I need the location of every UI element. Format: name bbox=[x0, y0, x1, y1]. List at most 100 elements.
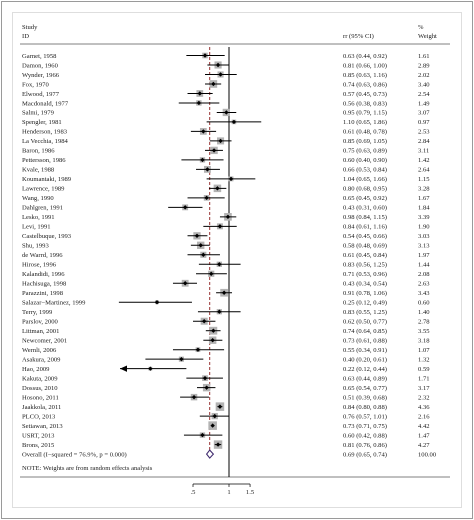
effect-value: 0.54 (0.45, 0.66) bbox=[343, 233, 387, 240]
point-estimate bbox=[217, 404, 223, 409]
point-estimate bbox=[182, 205, 188, 210]
study-label: Elwood, 1977 bbox=[22, 91, 60, 98]
study-row: Macdonald, 1977 0.56 (0.38, 0.83) 1.49 bbox=[22, 100, 430, 107]
point-estimate bbox=[201, 319, 207, 324]
effect-value: 0.57 (0.45, 0.73) bbox=[343, 91, 387, 98]
study-row: Parazzini, 1998 0.91 (0.78, 1.06) 3.43 bbox=[22, 288, 430, 297]
study-row: Damon, 1960 0.81 (0.66, 1.00) 2.89 bbox=[22, 61, 430, 69]
study-row: de Warrd, 1996 0.61 (0.45, 0.84) 1.97 bbox=[22, 251, 430, 259]
effect-value: 0.84 (0.80, 0.88) bbox=[343, 404, 387, 411]
study-label: Henderson, 1983 bbox=[22, 129, 68, 136]
weight-value: 2.84 bbox=[418, 138, 430, 145]
point-estimate bbox=[215, 442, 221, 447]
weight-value: 3.11 bbox=[418, 148, 429, 155]
effect-value: 0.51 (0.39, 0.68) bbox=[343, 394, 387, 401]
effect-value: 0.58 (0.48, 0.69) bbox=[343, 243, 387, 250]
study-row: Garnet, 1958 0.63 (0.44, 0.92) 1.61 bbox=[22, 52, 430, 60]
point-estimate bbox=[224, 110, 229, 115]
study-label: Wang, 1990 bbox=[22, 195, 54, 202]
point-estimate bbox=[201, 252, 206, 257]
study-row: Newcomer, 2001 0.73 (0.61, 0.88) 3.18 bbox=[22, 336, 430, 345]
study-row: Brons, 2015 0.81 (0.76, 0.86) 4.27 bbox=[22, 440, 430, 449]
study-row: Wang, 1990 0.65 (0.45, 0.92) 1.67 bbox=[22, 195, 430, 202]
study-row: Terry, 1999 0.83 (0.55, 1.25) 1.40 bbox=[22, 309, 430, 316]
header-percent: % bbox=[418, 24, 424, 31]
study-row: Wynder, 1966 0.85 (0.63, 1.16) 2.02 bbox=[22, 71, 430, 79]
point-estimate bbox=[211, 81, 216, 87]
tick-label: .5 bbox=[191, 489, 197, 496]
point-estimate bbox=[217, 309, 222, 314]
study-row: Baron, 1986 0.75 (0.63, 0.89) 3.11 bbox=[22, 146, 429, 155]
effect-value: 0.60 (0.40, 0.90) bbox=[343, 157, 387, 164]
effect-value: 0.75 (0.63, 0.89) bbox=[343, 148, 387, 155]
study-row: Kvale, 1988 0.66 (0.53, 0.84) 2.64 bbox=[22, 165, 430, 174]
effect-value: 0.22 (0.12, 0.44) bbox=[343, 366, 387, 373]
weight-value: 2.64 bbox=[418, 167, 430, 174]
weight-value: 1.67 bbox=[418, 195, 430, 202]
point-estimate bbox=[217, 262, 222, 267]
header-id: ID bbox=[22, 33, 29, 40]
weight-value: 1.47 bbox=[418, 432, 430, 439]
weight-value: 2.32 bbox=[418, 394, 430, 401]
study-row: Hao, 2009 0.22 (0.12, 0.44) 0.59 bbox=[22, 365, 430, 373]
study-row: Kakuta, 2009 0.63 (0.44, 0.89) 1.71 bbox=[22, 375, 430, 382]
effect-value: 0.95 (0.79, 1.15) bbox=[343, 110, 387, 117]
study-row: Wernli, 2006 0.55 (0.34, 0.91) 1.07 bbox=[22, 347, 430, 354]
study-label: Parslov, 2000 bbox=[22, 319, 59, 326]
study-row: Spengler, 1981 1.10 (0.65, 1.86) 0.97 bbox=[22, 119, 430, 126]
study-label: Hachisuga, 1998 bbox=[22, 281, 67, 288]
study-row: Koumantaki, 1989 1.04 (0.65, 1.66) 1.15 bbox=[22, 176, 430, 183]
study-row: Elwood, 1977 0.57 (0.45, 0.73) 2.54 bbox=[22, 90, 430, 98]
study-label: Hao, 2009 bbox=[22, 366, 50, 373]
point-estimate bbox=[204, 195, 209, 201]
overall-diamond bbox=[205, 449, 215, 459]
study-label: Newcomer, 2001 bbox=[22, 338, 67, 345]
study-label: Kakuta, 2009 bbox=[22, 375, 58, 382]
study-label: Salmi, 1979 bbox=[22, 110, 55, 117]
weight-value: 2.02 bbox=[418, 72, 430, 79]
study-label: Terry, 1999 bbox=[22, 309, 53, 316]
study-label: Hosono, 2011 bbox=[22, 394, 59, 401]
study-label: PLCO, 2013 bbox=[22, 413, 56, 420]
effect-value: 0.65 (0.45, 0.92) bbox=[343, 195, 387, 202]
weight-value: 1.71 bbox=[418, 375, 430, 382]
study-row: La Vecchia, 1984 0.85 (0.69, 1.05) 2.84 bbox=[22, 137, 430, 145]
inner-frame bbox=[12, 12, 462, 508]
study-row: Dahlgren, 1991 0.43 (0.31, 0.60) 1.84 bbox=[22, 204, 430, 212]
study-row: Dossus, 2010 0.65 (0.54, 0.77) 3.17 bbox=[22, 383, 430, 392]
weight-value: 2.08 bbox=[418, 271, 430, 278]
study-label: Wernli, 2006 bbox=[22, 347, 57, 354]
effect-value: 0.61 (0.45, 0.84) bbox=[343, 252, 387, 259]
ci-arrow bbox=[120, 365, 127, 372]
effect-value: 0.81 (0.76, 0.86) bbox=[343, 442, 387, 449]
point-estimate bbox=[218, 72, 223, 77]
study-label: Baron, 1986 bbox=[22, 148, 55, 155]
weight-value: 1.61 bbox=[418, 53, 430, 60]
study-label: Asakura, 2009 bbox=[22, 356, 61, 363]
overall-label: Overall (I−squared = 76.9%, p = 0.000) bbox=[22, 451, 127, 458]
weight-value: 3.03 bbox=[418, 233, 430, 240]
point-estimate bbox=[215, 62, 221, 68]
weight-value: 3.43 bbox=[418, 290, 430, 297]
weight-value: 4.42 bbox=[418, 423, 430, 430]
weight-value: 3.17 bbox=[418, 385, 430, 392]
study-row: Lawrence, 1989 0.80 (0.68, 0.95) 3.28 bbox=[22, 184, 430, 193]
study-row: Littman, 2001 0.74 (0.64, 0.85) 3.55 bbox=[22, 326, 430, 335]
study-row: Hachisuga, 1998 0.43 (0.34, 0.54) 2.63 bbox=[22, 279, 430, 288]
tick-label: 1.5 bbox=[246, 489, 255, 496]
study-row: Shu, 1993 0.58 (0.48, 0.69) 3.13 bbox=[22, 241, 430, 250]
weight-value: 2.16 bbox=[418, 413, 430, 420]
effect-value: 0.91 (0.78, 1.06) bbox=[343, 290, 387, 297]
point-estimate bbox=[148, 366, 153, 371]
study-label: Hirose, 1996 bbox=[22, 262, 57, 269]
point-estimate bbox=[210, 423, 215, 428]
study-label: Levi, 1991 bbox=[22, 224, 51, 231]
study-row: Pettersson, 1986 0.60 (0.40, 0.90) 1.42 bbox=[22, 157, 430, 164]
study-row: Salazar−Martinez, 1999 0.25 (0.12, 0.49) 0… bbox=[22, 300, 430, 307]
study-label: Brons, 2015 bbox=[22, 442, 55, 449]
point-estimate bbox=[217, 224, 223, 229]
effect-value: 0.40 (0.20, 0.61) bbox=[343, 356, 387, 363]
weight-value: 2.78 bbox=[418, 319, 430, 326]
point-estimate bbox=[195, 347, 201, 352]
effect-value: 0.65 (0.54, 0.77) bbox=[343, 385, 387, 392]
